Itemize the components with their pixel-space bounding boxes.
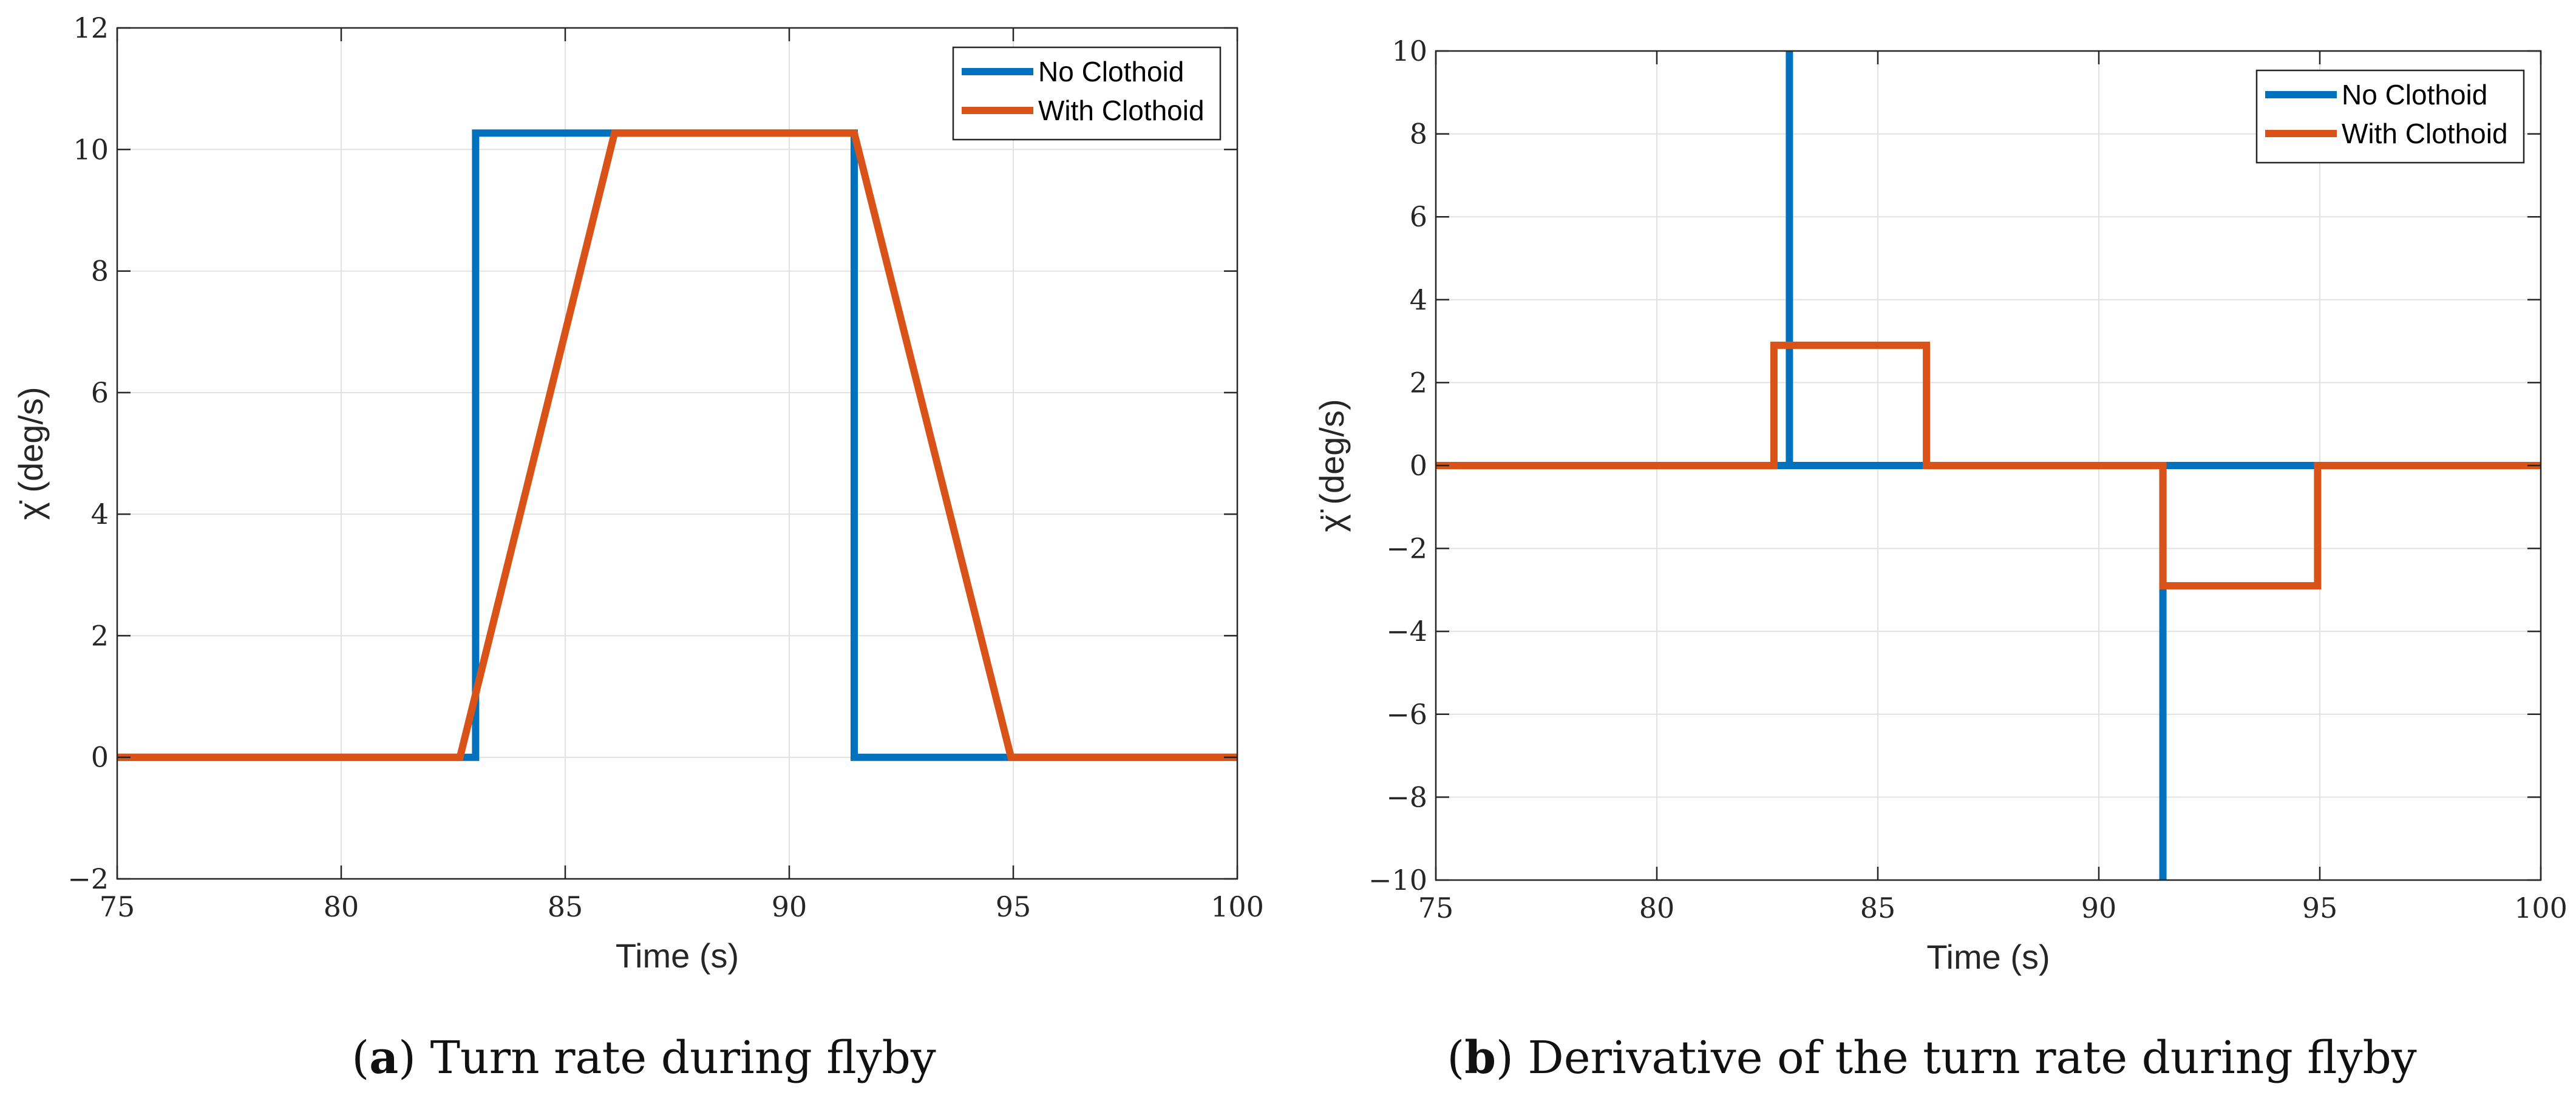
y-tick-label: 12 [73,12,109,44]
x-axis-label: Time (s) [1926,938,2050,976]
y-tick-label: 0 [1410,449,1427,482]
y-tick-label: 4 [1410,283,1427,316]
y-tick-label: 10 [73,133,109,166]
x-axis-label: Time (s) [616,937,739,975]
legend-label-with-clothoid: With Clothoid [2342,118,2508,149]
legend-box [952,46,1222,141]
x-tick-label: 100 [1211,890,1264,923]
caption-a-text: Turn rate during flyby [430,1032,936,1084]
series-line-with-clothoid [117,129,1237,761]
axes-box [116,27,1239,880]
caption-b-label: b [1464,1032,1496,1084]
chart-a-turn-rate: 75 80 85 90 95 100 −2 0 2 4 6 8 10 12 Time (s) χ̇ (deg/… [12,12,1264,975]
caption-a: (a) Turn rate during flyby [352,1032,936,1084]
x-tick-label: 90 [772,890,807,923]
x-tick-label: 95 [2302,892,2338,924]
x-tick-label: 95 [996,890,1031,923]
x-tick-label: 100 [2514,892,2568,924]
legend-label-no-clothoid: No Clothoid [2342,79,2487,110]
x-tick-label: 80 [1639,892,1675,924]
y-axis-label: χ̇ (deg/s) [12,387,50,520]
x-tick-label: 90 [2081,892,2117,924]
y-tick-label: −2 [67,862,109,895]
y-tick-label: 4 [91,498,109,530]
x-tick-label: 80 [324,890,359,923]
x-tick-label: 75 [1418,892,1454,924]
series-line-with-clothoid [1436,341,2541,590]
y-tick-label: −8 [1386,781,1427,813]
y-tick-label: 0 [91,741,109,774]
caption-b-text: Derivative of the turn rate during flyby [1528,1032,2417,1084]
chart-b-turn-rate-derivative: 75 80 85 90 95 100 −10 −8 −6 −4 −2 0 2 4 6 8 10 Time (s) χ… [1313,35,2568,976]
y-tick-label: 10 [1392,35,1427,67]
y-tick-label: −10 [1368,864,1427,896]
y-tick-label: −2 [1386,532,1427,565]
y-axis-label: χ̈ (deg/s) [1313,399,1351,532]
plot-area [117,28,1237,879]
y-tick-label: −6 [1386,698,1427,731]
legend-label-no-clothoid: No Clothoid [1038,56,1184,87]
x-tick-label: 85 [1860,892,1896,924]
x-tick-label: 75 [100,890,135,923]
y-tick-label: −4 [1386,615,1427,648]
caption-a-label: a [369,1032,399,1084]
x-tick-label: 85 [548,890,583,923]
y-tick-label: 8 [91,255,109,288]
y-tick-label: 2 [1410,366,1427,399]
y-tick-label: 6 [91,376,109,409]
legend-box [2255,69,2525,164]
legend-label-with-clothoid: With Clothoid [1038,95,1205,126]
y-tick-label: 2 [91,619,109,652]
y-tick-label: 6 [1410,200,1427,233]
caption-b: (b) Derivative of the turn rate during f… [1447,1032,2417,1084]
legend: No Clothoid With Clothoid [952,46,1222,141]
y-tick-label: 8 [1410,118,1427,151]
legend: No Clothoid With Clothoid [2255,69,2525,164]
